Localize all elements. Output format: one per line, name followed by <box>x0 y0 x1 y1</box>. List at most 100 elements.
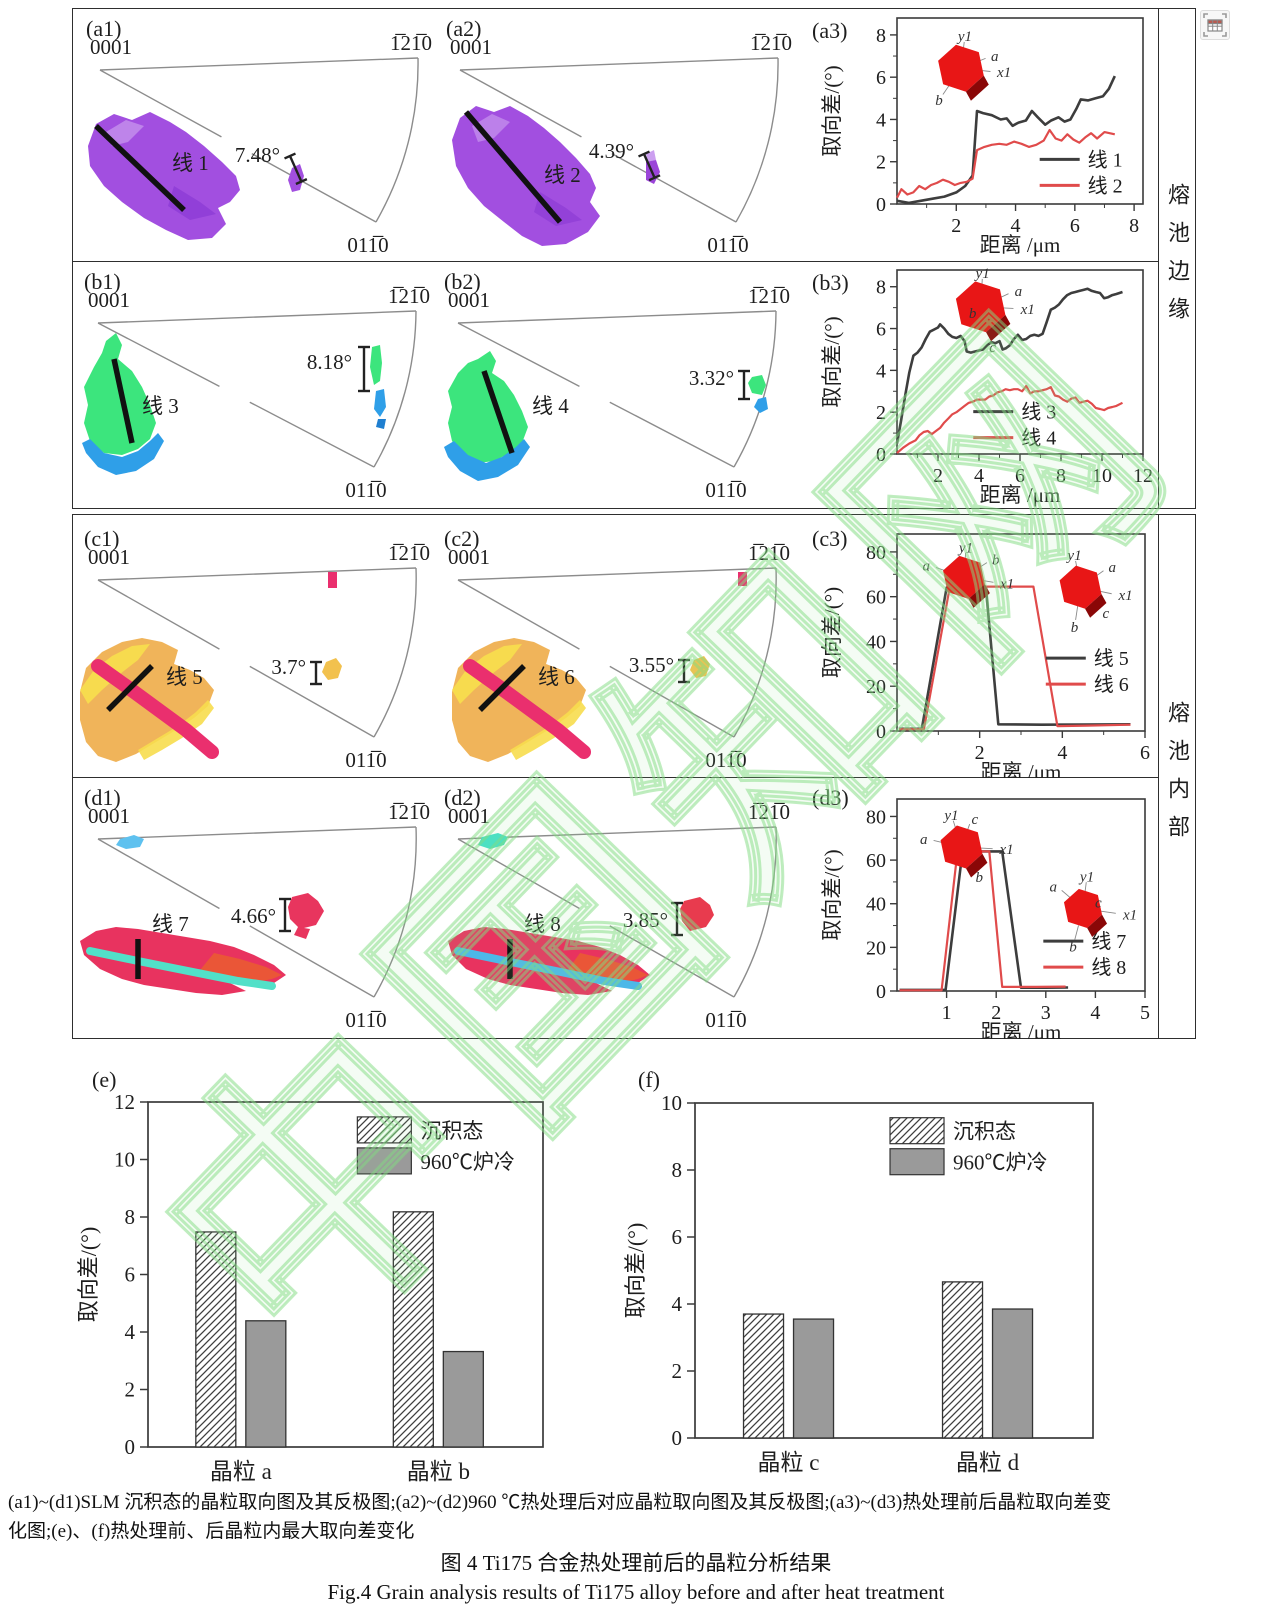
svg-text:8: 8 <box>876 277 886 299</box>
svg-text:y1: y1 <box>956 29 972 45</box>
svg-text:10: 10 <box>661 1091 682 1115</box>
ipf-svg-c2: (c2)0001 1̅21̅0 011̅0 线 6 3.55° <box>444 526 790 772</box>
svg-text:线 4: 线 4 <box>532 394 569 418</box>
svg-text:0001: 0001 <box>90 35 132 59</box>
svg-text:960℃炉冷: 960℃炉冷 <box>420 1150 514 1174</box>
svg-text:线 3: 线 3 <box>1021 401 1056 424</box>
ipf-svg-b1: (b1)0001 1̅21̅0 011̅0 线 3 8.18° <box>82 269 430 502</box>
svg-text:3: 3 <box>1041 1002 1051 1024</box>
svg-text:(a3): (a3) <box>812 18 847 43</box>
svg-text:011̅0: 011̅0 <box>345 1008 386 1032</box>
svg-text:6: 6 <box>876 319 886 341</box>
svg-text:2: 2 <box>876 152 886 174</box>
svg-text:a: a <box>922 558 930 574</box>
svg-text:x1: x1 <box>998 842 1013 858</box>
svg-text:40: 40 <box>866 631 886 653</box>
svg-text:4: 4 <box>125 1320 136 1344</box>
svg-text:距离 /μm: 距离 /μm <box>980 233 1061 257</box>
svg-text:x1: x1 <box>1122 907 1137 923</box>
ipf-svg-a2: (a2)0001 1̅21̅0 011̅0 线 2 4.39° <box>446 16 792 257</box>
svg-text:3.32°: 3.32° <box>689 366 734 390</box>
svg-text:80: 80 <box>866 542 886 564</box>
ipf-panel-d2: (d2) 0001 1̅21̅0 011̅0 线 8 3.85° <box>438 779 798 1040</box>
ipf-panel-b1: (b1) 0001 1̅21̅0 011̅0 线 3 8.18° <box>78 263 438 510</box>
svg-text:011̅0: 011̅0 <box>347 233 388 257</box>
svg-text:距离 /μm: 距离 /μm <box>980 483 1061 507</box>
svg-text:4.39°: 4.39° <box>589 139 634 163</box>
svg-text:晶粒 b: 晶粒 b <box>407 1459 470 1484</box>
svg-text:960℃炉冷: 960℃炉冷 <box>953 1151 1048 1175</box>
svg-text:12: 12 <box>114 1090 135 1114</box>
svg-text:1̅21̅0: 1̅21̅0 <box>748 541 790 565</box>
caption-line-2: 化图;(e)、(f)热处理前、后晶粒内最大取向差变化 <box>8 1521 415 1542</box>
svg-text:3.55°: 3.55° <box>629 653 674 677</box>
svg-text:距离 /μm: 距离 /μm <box>981 760 1062 778</box>
ipf-panel-a2: (a2) 0001 1̅21̅0 011̅0 线 2 4.39° <box>440 10 800 265</box>
ipf-panel-d1: (d1) 0001 1̅21̅0 011̅0 线 7 4.66° <box>78 779 438 1040</box>
svg-text:取向差/(°): 取向差/(°) <box>623 1223 648 1319</box>
ipf-svg-d2: (d2)0001 1̅21̅0 011̅0 线 8 3.85° <box>444 785 790 1032</box>
svg-text:c: c <box>1103 606 1110 622</box>
svg-text:4: 4 <box>1090 1002 1100 1024</box>
svg-text:0: 0 <box>672 1426 683 1450</box>
svg-text:2: 2 <box>951 215 961 237</box>
svg-text:a: a <box>1015 284 1023 300</box>
svg-text:取向差/(°): 取向差/(°) <box>820 316 844 407</box>
svg-text:取向差/(°): 取向差/(°) <box>820 65 844 156</box>
svg-text:0: 0 <box>876 981 886 1003</box>
line-chart-svg-a3: (a3) 0 2 4 6 8 2 4 6 8 距离 /μm 取向差/(°) 线 1 线 2 y1 ax1 b <box>812 17 1144 257</box>
svg-text:x1: x1 <box>999 576 1014 592</box>
svg-text:线 4: 线 4 <box>1021 427 1056 450</box>
row-divider-cd <box>72 777 1159 778</box>
svg-text:(b1): (b1) <box>84 269 121 294</box>
svg-text:2: 2 <box>672 1359 683 1383</box>
svg-text:60: 60 <box>866 587 886 609</box>
svg-text:沉积态: 沉积态 <box>420 1119 483 1143</box>
sidebar-melt-pool-interior: 熔池内部 <box>1158 514 1196 1039</box>
svg-text:线 1: 线 1 <box>172 151 209 175</box>
svg-text:(c1): (c1) <box>84 526 119 551</box>
svg-text:1̅21̅0: 1̅21̅0 <box>748 800 790 824</box>
svg-text:1̅21̅0: 1̅21̅0 <box>388 541 430 565</box>
svg-text:a: a <box>1050 879 1058 895</box>
svg-text:距离 /μm: 距离 /μm <box>981 1020 1062 1039</box>
svg-text:(c2): (c2) <box>444 526 479 551</box>
svg-text:(f): (f) <box>638 1067 660 1092</box>
svg-text:12: 12 <box>1133 465 1153 487</box>
svg-text:6: 6 <box>1015 465 1025 487</box>
svg-text:0001: 0001 <box>450 35 492 59</box>
figure-title-en: Fig.4 Grain analysis results of Ti175 al… <box>327 1580 945 1604</box>
svg-text:6: 6 <box>876 67 886 89</box>
svg-text:10: 10 <box>114 1148 135 1172</box>
svg-text:0: 0 <box>125 1435 136 1459</box>
svg-text:x1: x1 <box>1020 302 1035 318</box>
svg-text:8: 8 <box>1129 215 1139 237</box>
svg-text:c: c <box>971 812 978 828</box>
svg-text:b: b <box>969 306 977 322</box>
melt-pool-edge-label: 熔池边缘 <box>1165 182 1190 335</box>
svg-text:5: 5 <box>1140 1002 1150 1024</box>
svg-text:晶粒 a: 晶粒 a <box>210 1459 272 1484</box>
svg-text:线 1: 线 1 <box>1088 148 1123 171</box>
table-extract-button[interactable] <box>1200 10 1230 40</box>
svg-text:011̅0: 011̅0 <box>705 1008 746 1032</box>
svg-text:c: c <box>1095 895 1102 911</box>
row-divider-ab <box>72 261 1159 262</box>
svg-text:2: 2 <box>125 1378 136 1402</box>
svg-text:4: 4 <box>876 109 886 131</box>
svg-text:3.85°: 3.85° <box>623 908 668 932</box>
svg-text:0: 0 <box>876 194 886 216</box>
svg-text:线 5: 线 5 <box>166 665 203 689</box>
svg-text:(b3): (b3) <box>812 270 849 295</box>
svg-text:线 2: 线 2 <box>1088 174 1123 197</box>
svg-text:2: 2 <box>975 742 985 764</box>
svg-text:1: 1 <box>942 1002 952 1024</box>
svg-text:8.18°: 8.18° <box>307 350 352 374</box>
ipf-svg-b2: (b2)0001 1̅21̅0 011̅0 线 4 3.32° <box>444 269 790 502</box>
melt-pool-interior-label: 熔池内部 <box>1165 700 1190 853</box>
svg-text:8: 8 <box>672 1158 683 1182</box>
svg-text:0001: 0001 <box>448 804 490 828</box>
line-chart-svg-b3: (b3) 0 2 4 6 8 2 4 6 8 10 12 距离 /μm 取向差/(°) 线 3 线 4 y1 ax… <box>812 266 1153 507</box>
svg-text:线 8: 线 8 <box>524 912 561 936</box>
